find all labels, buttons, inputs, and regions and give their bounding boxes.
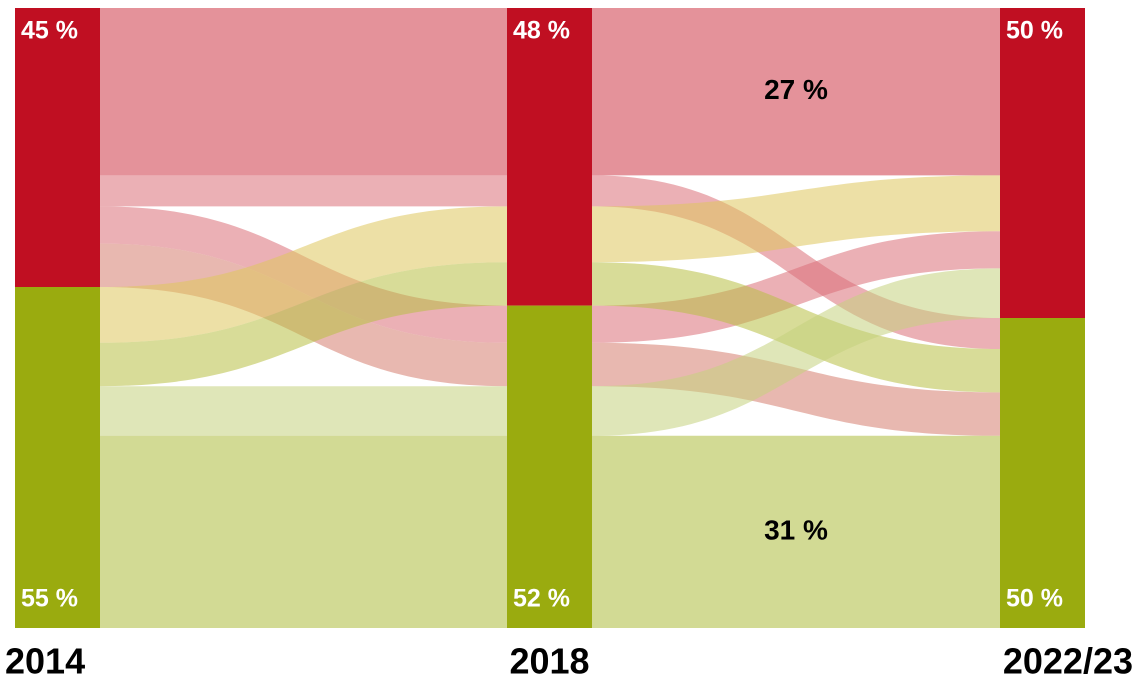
node-bar — [15, 8, 100, 287]
node-label: 52 % — [513, 585, 570, 613]
flow — [100, 386, 507, 436]
flow — [592, 175, 1000, 263]
year-label: 2014 — [5, 641, 85, 682]
node-bar — [507, 8, 592, 306]
flow — [592, 435, 1000, 628]
year-label: 2022/23 — [1003, 641, 1133, 682]
flow — [100, 435, 507, 628]
node-bar — [1000, 8, 1085, 318]
flow — [592, 262, 1000, 393]
flow — [592, 8, 1000, 176]
flow — [592, 231, 1000, 343]
node-label: 45 % — [21, 17, 78, 45]
node-label: 48 % — [513, 17, 570, 45]
node-bar — [507, 305, 592, 628]
flow — [592, 342, 1000, 436]
node-label: 55 % — [21, 585, 78, 613]
node-bar — [1000, 318, 1085, 628]
flow — [592, 268, 1000, 436]
flow-label: 31 % — [764, 514, 828, 545]
node-label: 50 % — [1006, 17, 1063, 45]
year-label: 2018 — [509, 641, 589, 682]
flow — [100, 8, 507, 176]
flow — [100, 206, 507, 343]
flow — [100, 262, 507, 387]
flow-label: 27 % — [764, 74, 828, 105]
flow — [100, 175, 507, 207]
node-bar — [15, 287, 100, 628]
node-label: 50 % — [1006, 585, 1063, 613]
